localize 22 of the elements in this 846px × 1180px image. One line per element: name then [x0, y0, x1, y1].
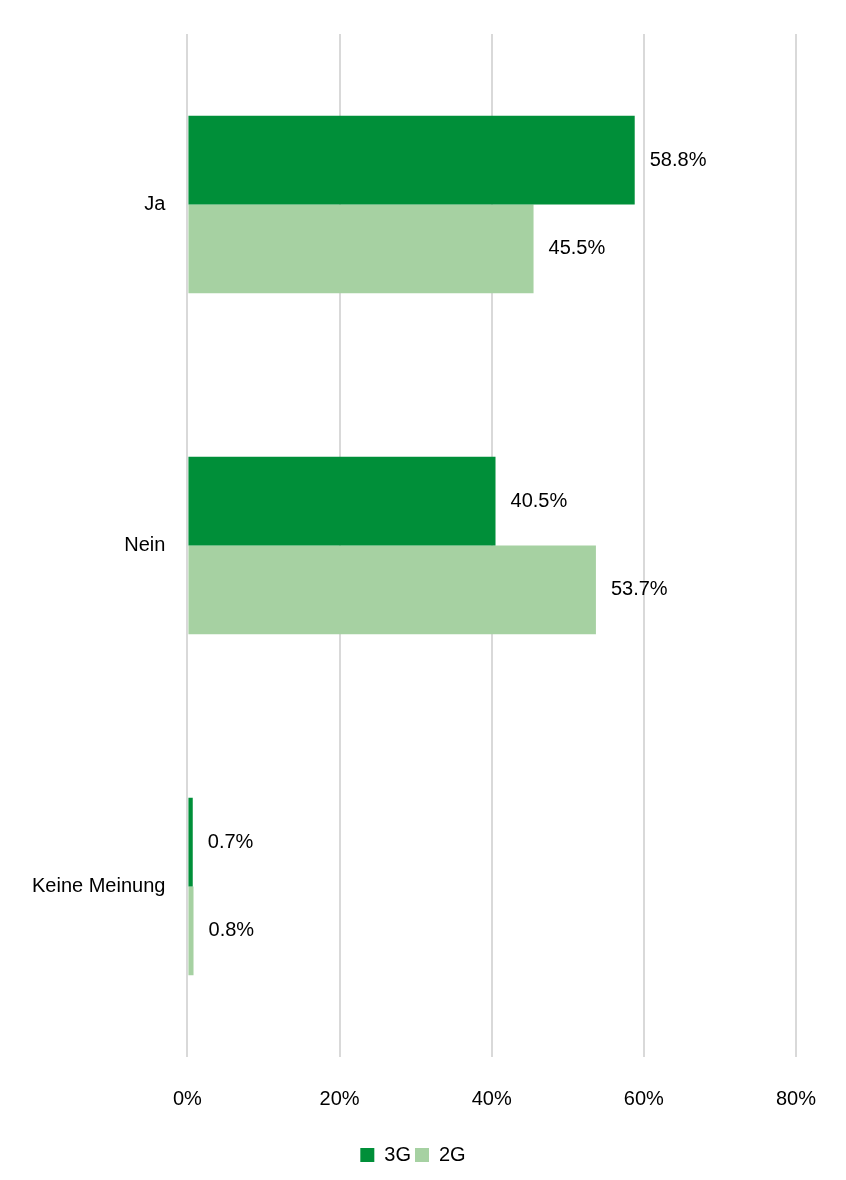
bar	[188, 886, 194, 976]
data-label: 0.8%	[208, 918, 255, 941]
data-label: 45.5%	[548, 236, 606, 259]
y-tick-label: Nein	[124, 533, 166, 556]
x-tick-label: 0%	[172, 1086, 203, 1109]
x-tick-label: 20%	[319, 1086, 360, 1109]
data-label: 53.7%	[610, 577, 668, 600]
legend-label: 3G	[384, 1142, 412, 1165]
bar	[188, 456, 496, 546]
bar	[188, 115, 635, 205]
bar	[188, 797, 193, 887]
x-tick-label: 80%	[775, 1086, 817, 1109]
x-tick-label: 60%	[623, 1086, 665, 1109]
y-tick-label: Keine Meinung	[31, 874, 166, 897]
data-label: 58.8%	[649, 147, 707, 170]
x-tick-label: 40%	[471, 1086, 512, 1109]
y-tick-label: Ja	[144, 192, 167, 215]
bar	[188, 545, 596, 635]
data-label: 40.5%	[510, 488, 568, 511]
legend-label: 2G	[439, 1142, 466, 1165]
data-label: 0.7%	[207, 829, 254, 852]
bar	[188, 204, 534, 294]
